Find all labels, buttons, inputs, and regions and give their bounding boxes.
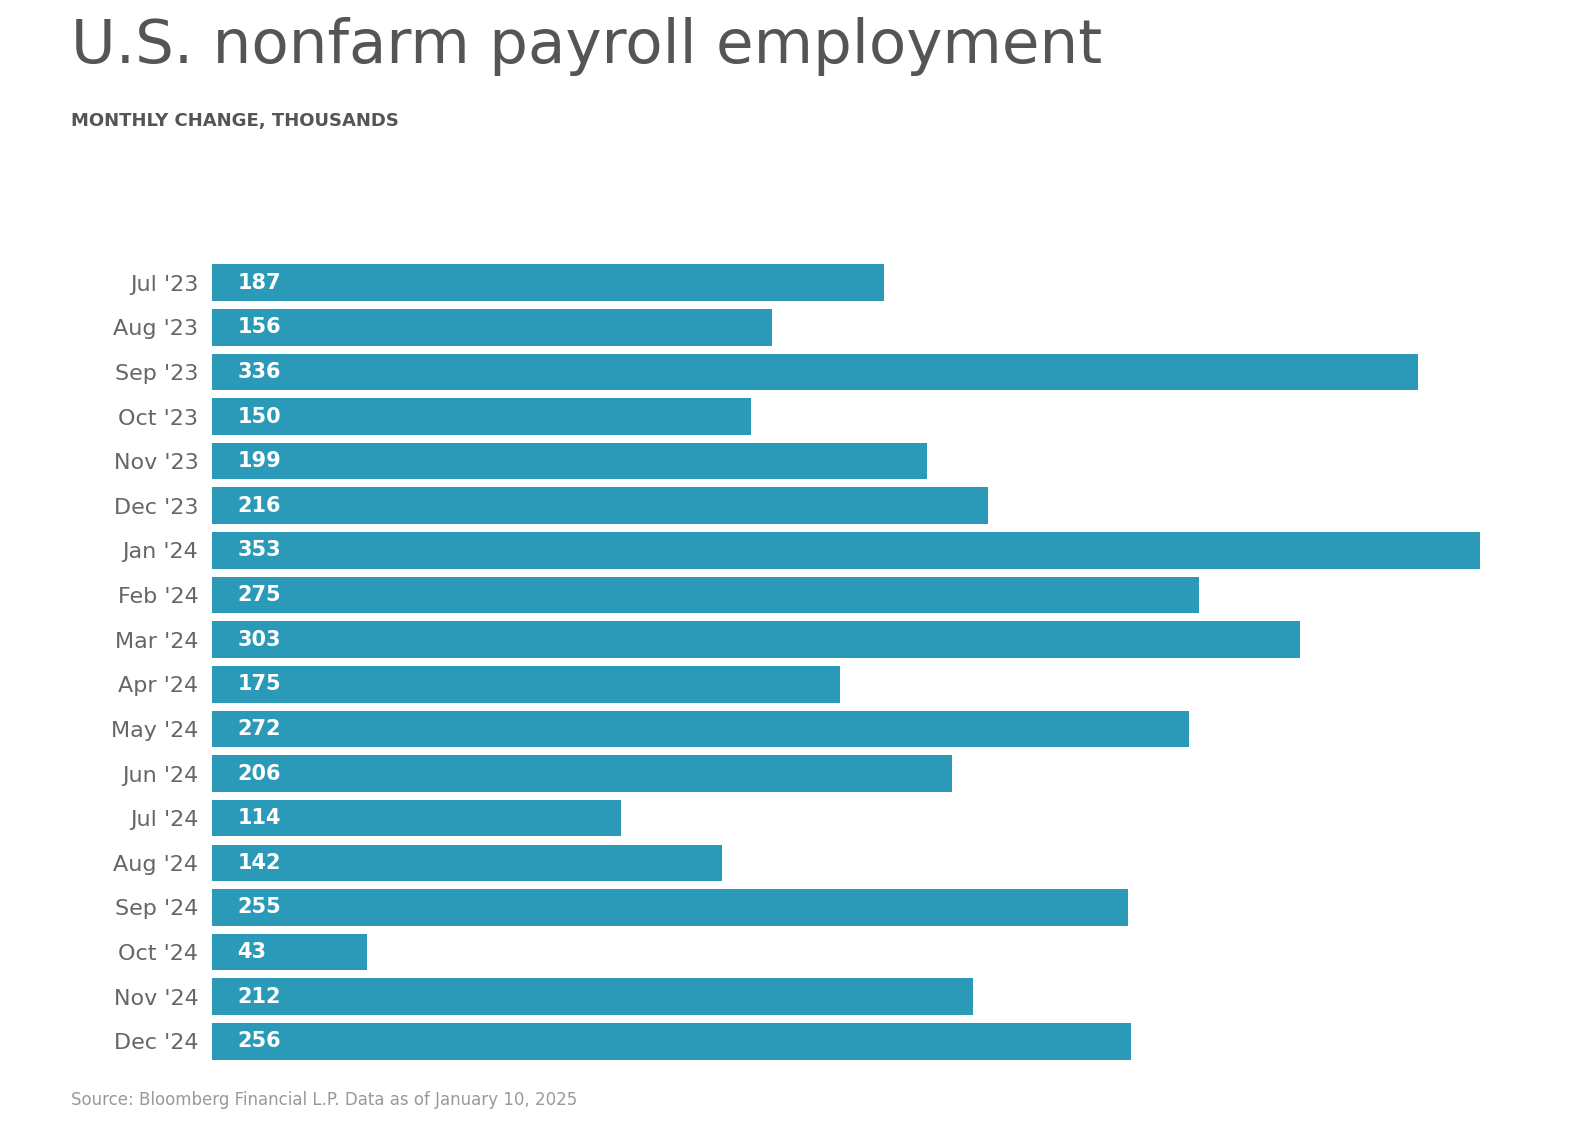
Text: 175: 175 <box>237 674 281 695</box>
Bar <box>212 487 987 524</box>
Text: 206: 206 <box>237 764 281 783</box>
Bar <box>212 666 841 702</box>
Bar <box>212 978 973 1015</box>
Text: 353: 353 <box>237 541 281 560</box>
Bar <box>212 353 1418 390</box>
Text: Source: Bloomberg Financial L.P. Data as of January 10, 2025: Source: Bloomberg Financial L.P. Data as… <box>71 1091 577 1109</box>
Bar <box>212 622 1300 657</box>
Text: MONTHLY CHANGE, THOUSANDS: MONTHLY CHANGE, THOUSANDS <box>71 112 399 130</box>
Text: 43: 43 <box>237 942 266 962</box>
Bar <box>212 710 1188 747</box>
Bar <box>212 265 883 301</box>
Text: 187: 187 <box>237 273 281 293</box>
Text: U.S. nonfarm payroll employment: U.S. nonfarm payroll employment <box>71 17 1102 76</box>
Text: 156: 156 <box>237 318 281 338</box>
Text: 272: 272 <box>237 719 281 739</box>
Text: 216: 216 <box>237 496 281 516</box>
Text: 256: 256 <box>237 1031 281 1051</box>
Bar <box>212 845 722 881</box>
Bar <box>212 934 366 971</box>
Text: 303: 303 <box>237 629 281 650</box>
Bar <box>212 889 1127 926</box>
Bar <box>212 309 772 346</box>
Bar <box>212 443 926 479</box>
Bar <box>212 755 951 792</box>
Text: 275: 275 <box>237 585 281 605</box>
Text: 199: 199 <box>237 451 281 471</box>
Bar <box>212 1023 1132 1059</box>
Text: 336: 336 <box>237 362 281 381</box>
Bar <box>212 800 621 837</box>
Text: 255: 255 <box>237 898 281 918</box>
Bar <box>212 532 1479 569</box>
Text: 212: 212 <box>237 986 281 1006</box>
Bar <box>212 398 751 435</box>
Text: 142: 142 <box>237 853 281 873</box>
Bar <box>212 577 1199 614</box>
Text: 114: 114 <box>237 808 281 828</box>
Text: 150: 150 <box>237 406 281 426</box>
